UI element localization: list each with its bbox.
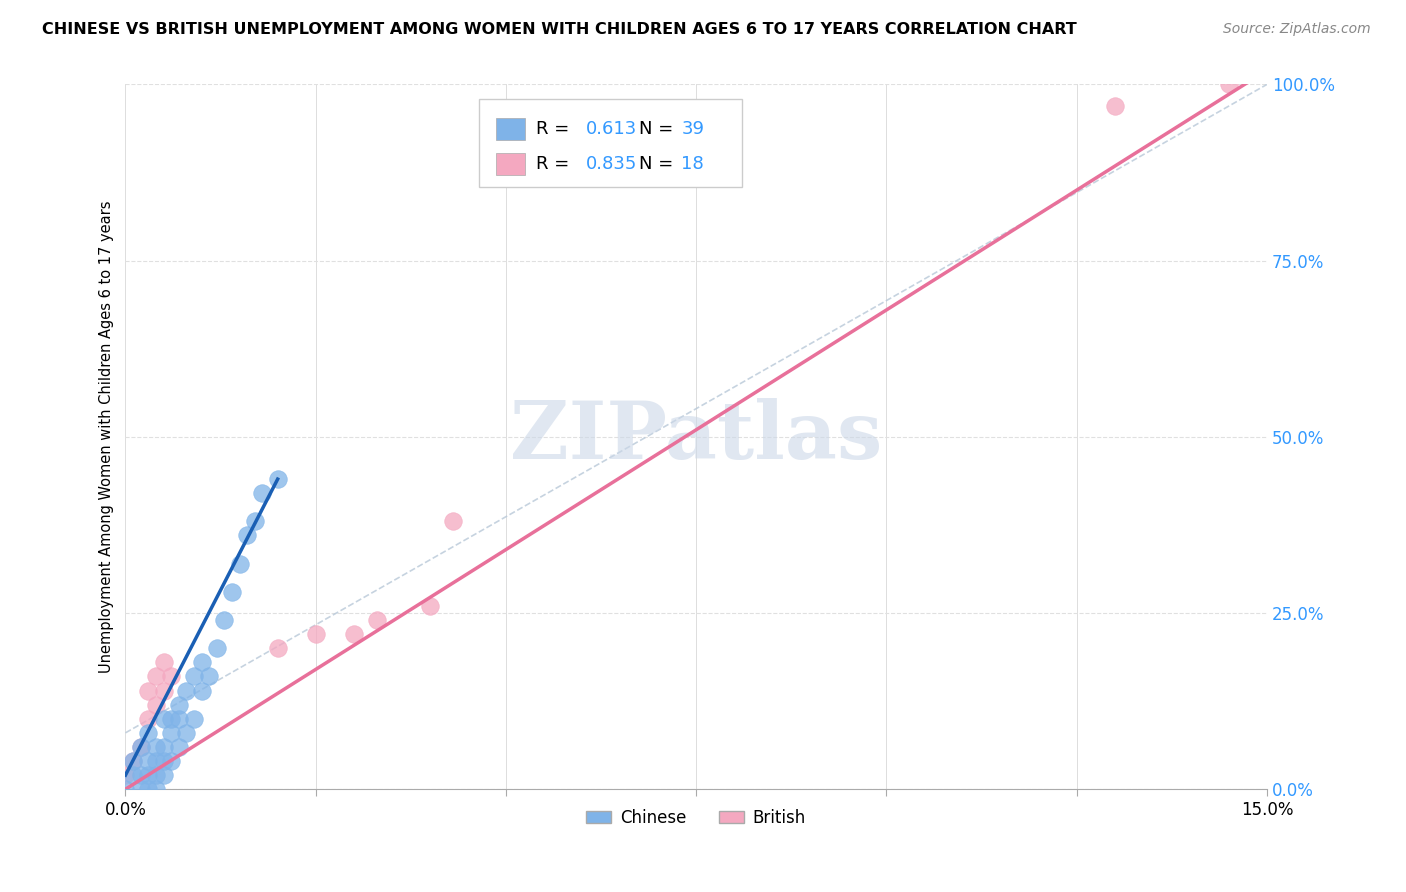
Point: [167, 698, 190, 712]
Text: Source: ZipAtlas.com: Source: ZipAtlas.com: [1223, 22, 1371, 37]
Point: [1104, 98, 1126, 112]
Point: [152, 768, 174, 782]
Point: [129, 739, 152, 754]
Bar: [496, 153, 524, 176]
Point: [152, 683, 174, 698]
Point: [176, 683, 198, 698]
Point: [266, 641, 288, 656]
Point: [190, 683, 212, 698]
Point: [419, 599, 441, 613]
Point: [190, 656, 212, 670]
Point: [198, 669, 221, 683]
Text: CHINESE VS BRITISH UNEMPLOYMENT AMONG WOMEN WITH CHILDREN AGES 6 TO 17 YEARS COR: CHINESE VS BRITISH UNEMPLOYMENT AMONG WO…: [42, 22, 1077, 37]
Point: [114, 768, 136, 782]
Point: [114, 782, 136, 797]
Text: N =: N =: [640, 155, 679, 173]
Point: [160, 669, 183, 683]
Text: 0.613: 0.613: [585, 120, 637, 138]
Text: ZIPatlas: ZIPatlas: [510, 398, 883, 475]
Legend: Chinese, British: Chinese, British: [579, 803, 813, 834]
Point: [366, 613, 388, 627]
Point: [167, 739, 190, 754]
Point: [205, 641, 228, 656]
Point: [176, 726, 198, 740]
Text: R =: R =: [536, 155, 575, 173]
Point: [167, 712, 190, 726]
Point: [129, 782, 152, 797]
Point: [145, 669, 167, 683]
Point: [136, 712, 159, 726]
Text: 0.835: 0.835: [585, 155, 637, 173]
Bar: [496, 118, 524, 140]
Point: [243, 515, 266, 529]
Point: [136, 754, 159, 768]
Text: 39: 39: [682, 120, 704, 138]
Point: [145, 768, 167, 782]
Point: [305, 627, 328, 641]
Point: [236, 528, 259, 542]
Point: [145, 739, 167, 754]
Point: [152, 739, 174, 754]
Point: [122, 754, 145, 768]
Point: [136, 726, 159, 740]
Point: [228, 557, 250, 571]
Point: [183, 669, 205, 683]
Point: [122, 768, 145, 782]
Point: [266, 472, 288, 486]
Point: [152, 656, 174, 670]
Point: [252, 486, 274, 500]
Point: [441, 515, 464, 529]
Point: [136, 683, 159, 698]
Point: [129, 739, 152, 754]
Point: [183, 712, 205, 726]
FancyBboxPatch shape: [479, 98, 742, 186]
Text: N =: N =: [640, 120, 679, 138]
Text: R =: R =: [536, 120, 575, 138]
Y-axis label: Unemployment Among Women with Children Ages 6 to 17 years: Unemployment Among Women with Children A…: [100, 201, 114, 673]
Point: [145, 754, 167, 768]
Point: [160, 712, 183, 726]
Point: [160, 754, 183, 768]
Point: [152, 754, 174, 768]
Point: [145, 698, 167, 712]
Point: [129, 768, 152, 782]
Point: [145, 782, 167, 797]
Point: [1218, 78, 1240, 92]
Point: [136, 782, 159, 797]
Text: 18: 18: [682, 155, 704, 173]
Point: [214, 613, 236, 627]
Point: [136, 768, 159, 782]
Point: [152, 712, 174, 726]
Point: [160, 726, 183, 740]
Point: [343, 627, 366, 641]
Point: [221, 585, 243, 599]
Point: [122, 754, 145, 768]
